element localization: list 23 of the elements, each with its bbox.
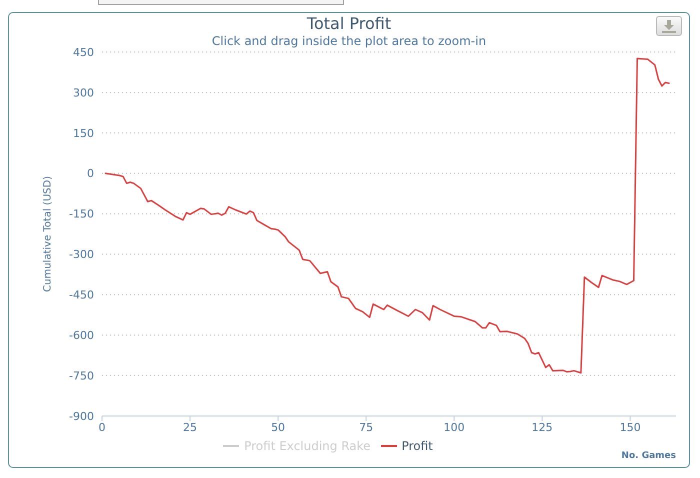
y-tick-label: -600 <box>69 329 94 342</box>
y-tick-label: 300 <box>73 86 94 100</box>
y-tick-label: -150 <box>69 208 94 221</box>
x-tick-label: 25 <box>183 420 198 434</box>
x-tick-label: 125 <box>532 420 553 434</box>
x-tick-label: 50 <box>271 420 286 434</box>
x-tick-label: 150 <box>620 420 641 434</box>
x-tick-label: 75 <box>359 420 374 434</box>
y-axis-title: Cumulative Total (USD) <box>42 176 54 292</box>
x-tick-label: 0 <box>98 420 106 434</box>
chart-subtitle: Click and drag inside the plot area to zoom-in <box>212 34 486 48</box>
y-tick-label: 150 <box>73 126 94 140</box>
line-series <box>104 58 670 374</box>
y-tick-label: 0 <box>87 167 94 180</box>
legend-label: Profit <box>402 439 433 453</box>
y-tick-label: -750 <box>69 369 94 382</box>
x-axis-title: No. Games <box>621 451 676 461</box>
y-tick-label: 450 <box>73 46 94 59</box>
y-tick-label: -900 <box>69 410 94 423</box>
y-tick-label: -300 <box>69 248 94 262</box>
chart-title: Total Profit <box>306 14 392 33</box>
x-tick-label: 100 <box>444 420 465 434</box>
y-tick-label: -450 <box>69 288 94 302</box>
